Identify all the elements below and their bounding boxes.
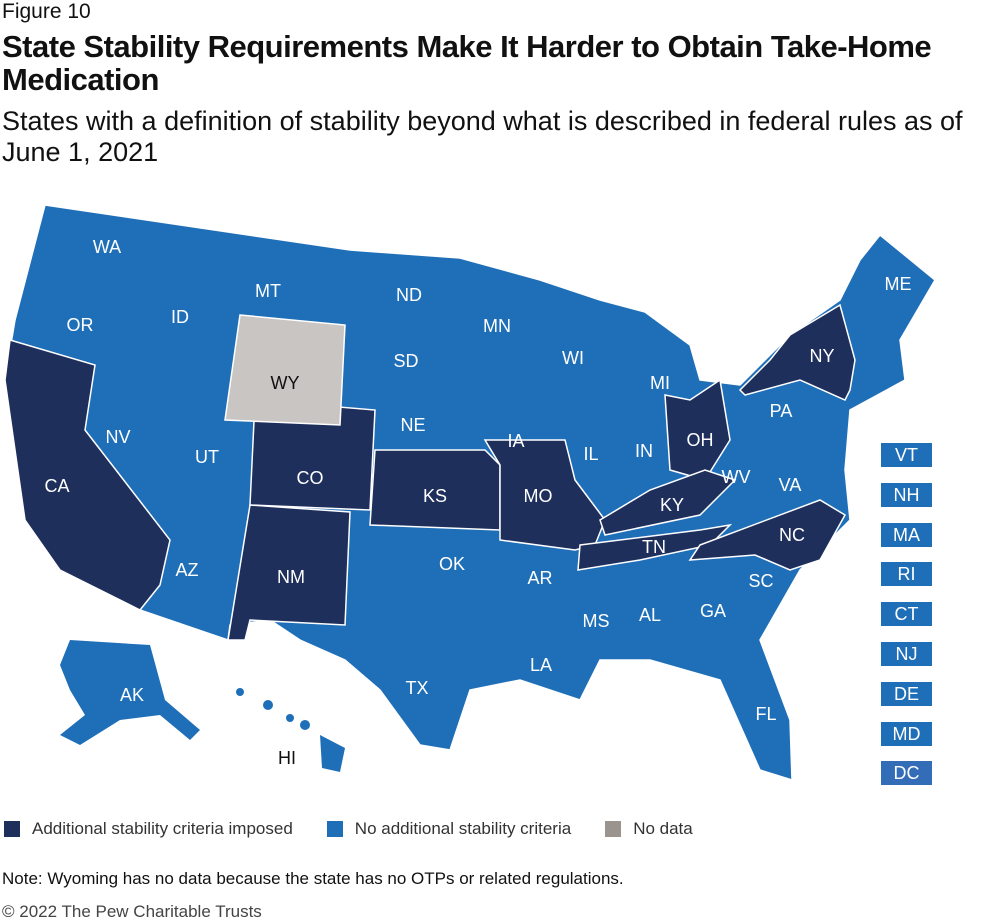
state-label-ne: NE: [400, 415, 425, 435]
state-label-wy: WY: [271, 373, 300, 393]
legend-swatch: [326, 821, 343, 837]
state-label-sd: SD: [393, 351, 418, 371]
legend-item-imposed: Additional stability criteria imposed: [4, 819, 293, 839]
hawaii: [236, 688, 345, 772]
state-label-wi: WI: [562, 348, 584, 368]
figure-label: Figure 10: [2, 0, 91, 23]
state-label-mt: MT: [255, 281, 281, 301]
legend-item-none: No additional stability criteria: [326, 819, 572, 839]
state-label-va: VA: [779, 475, 802, 495]
state-label-il: IL: [583, 444, 598, 464]
state-label-ca: CA: [44, 476, 69, 496]
state-label-fl: FL: [755, 704, 776, 724]
state-box-ma: MA: [881, 522, 932, 547]
state-label-tx: TX: [405, 678, 428, 698]
state-label-pa: PA: [770, 401, 793, 421]
state-label-ut: UT: [195, 447, 219, 467]
state-oh: [664, 378, 731, 481]
state-label-sc: SC: [748, 571, 773, 591]
state-label-wa: WA: [93, 237, 121, 257]
chart-subtitle: States with a definition of stability be…: [2, 106, 963, 167]
state-label-wv: WV: [722, 467, 751, 487]
state-label-nc: NC: [779, 525, 805, 545]
state-box-ct: CT: [881, 602, 932, 627]
state-ny: [738, 303, 856, 401]
state-label-ar: AR: [527, 568, 552, 588]
state-box-ri: RI: [881, 562, 932, 587]
state-label-co: CO: [297, 468, 324, 488]
legend-label: No additional stability criteria: [354, 819, 572, 838]
legend-swatch: [605, 821, 622, 837]
legend-label: Additional stability criteria imposed: [32, 819, 293, 838]
state-label-ga: GA: [700, 601, 726, 621]
state-wy: [224, 314, 346, 426]
state-ca: [4, 339, 171, 611]
state-label-me: ME: [885, 274, 912, 294]
state-label-ny: NY: [809, 346, 834, 366]
state-nc: [688, 499, 847, 571]
state-label-id: ID: [171, 307, 189, 327]
legend-label: No data: [633, 819, 693, 838]
state-box-nh: NH: [881, 482, 932, 507]
state-label-tn: TN: [642, 537, 666, 557]
state-label-ak: AK: [120, 685, 144, 705]
state-label-hi: HI: [278, 748, 296, 768]
state-box-vt: VT: [881, 443, 932, 467]
state-label-ks: KS: [423, 486, 447, 506]
imposed-states: [4, 303, 856, 641]
state-label-nd: ND: [396, 285, 422, 305]
state-label-oh: OH: [687, 430, 714, 450]
state-label-la: LA: [530, 655, 552, 675]
note: Note: Wyoming has no data because the st…: [2, 869, 624, 888]
state-label-mi: MI: [650, 373, 670, 393]
state-box-dc: DC: [881, 761, 932, 786]
state-ky: [599, 469, 737, 536]
state-label-ok: OK: [439, 554, 465, 574]
legend-item-nodata: No data: [605, 819, 693, 839]
state-label-az: AZ: [175, 560, 198, 580]
state-label-mn: MN: [483, 316, 511, 336]
alaska: [60, 640, 200, 745]
state-label-nm: NM: [277, 567, 305, 587]
state-label-mo: MO: [524, 486, 553, 506]
state-box-md: MD: [881, 721, 932, 746]
chart-title: State Stability Requirements Make It Har…: [2, 29, 932, 97]
state-label-nv: NV: [105, 427, 130, 447]
state-label-ky: KY: [660, 495, 684, 515]
state-label-in: IN: [635, 441, 653, 461]
state-label-or: OR: [67, 315, 94, 335]
state-box-nj: NJ: [881, 642, 932, 666]
copyright: © 2022 The Pew Charitable Trusts: [2, 902, 262, 921]
state-box-de: DE: [881, 681, 932, 706]
legend-swatch: [4, 821, 20, 837]
state-nm: [227, 504, 351, 641]
state-label-al: AL: [639, 605, 661, 625]
legend: Additional stability criteria imposed No…: [4, 819, 693, 839]
state-label-ia: IA: [507, 431, 524, 451]
state-label-ms: MS: [583, 611, 610, 631]
